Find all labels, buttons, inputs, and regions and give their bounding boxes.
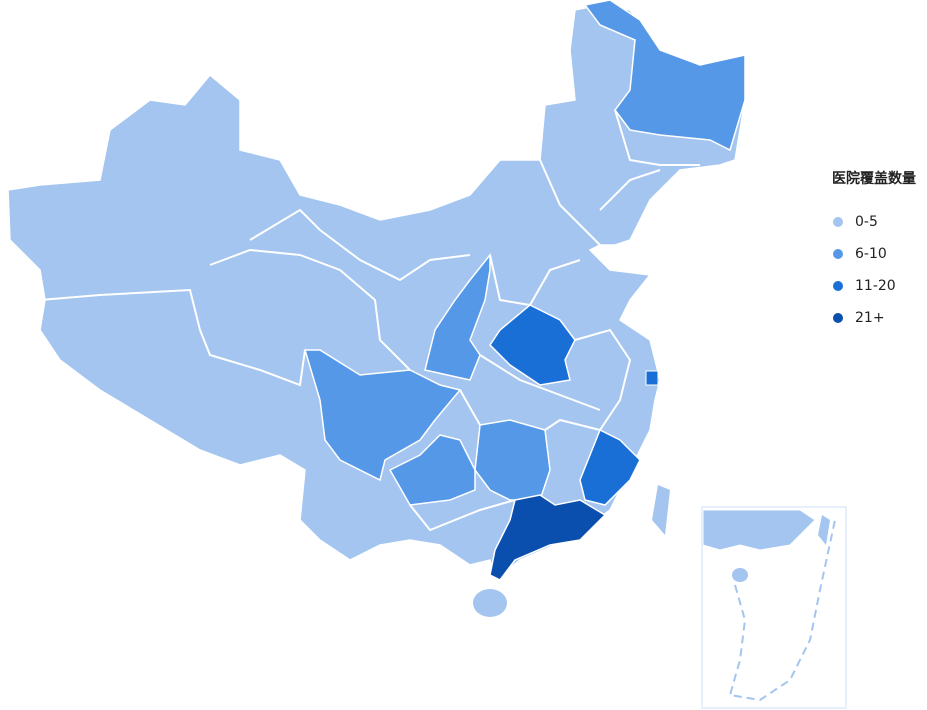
legend-item-6-10[interactable]: 6-10 (832, 234, 916, 274)
region-sichuan[interactable] (303, 349, 462, 482)
region-china-base[interactable] (7, 4, 746, 582)
region-shaanxi[interactable] (424, 252, 491, 381)
legend-label: 6-10 (855, 246, 887, 262)
region-shanghai[interactable] (645, 370, 659, 386)
province-borders (39, 109, 700, 532)
region-henan[interactable] (489, 304, 576, 386)
legend-item-21-plus[interactable]: 21+ (832, 298, 916, 338)
region-hainan[interactable] (473, 589, 507, 617)
legend-label: 0-5 (855, 214, 878, 230)
region-heilongjiang[interactable] (583, 0, 746, 152)
legend-label: 11-20 (855, 278, 896, 294)
region-guangdong[interactable] (489, 494, 607, 581)
south-sea-inset (701, 506, 847, 709)
region-taiwan[interactable] (652, 485, 670, 535)
legend-dot-icon (833, 217, 843, 227)
legend: 医院覆盖数量 0-5 6-10 11-20 21+ (832, 168, 916, 338)
legend-item-11-20[interactable]: 11-20 (832, 266, 916, 306)
legend-dot-icon (833, 313, 843, 323)
legend-dot-icon (833, 249, 843, 259)
legend-label: 21+ (855, 310, 885, 326)
legend-title: 医院覆盖数量 (832, 171, 916, 187)
region-fujian[interactable] (579, 428, 641, 506)
legend-item-0-5[interactable]: 0-5 (832, 202, 916, 242)
legend-dot-icon (833, 281, 843, 291)
